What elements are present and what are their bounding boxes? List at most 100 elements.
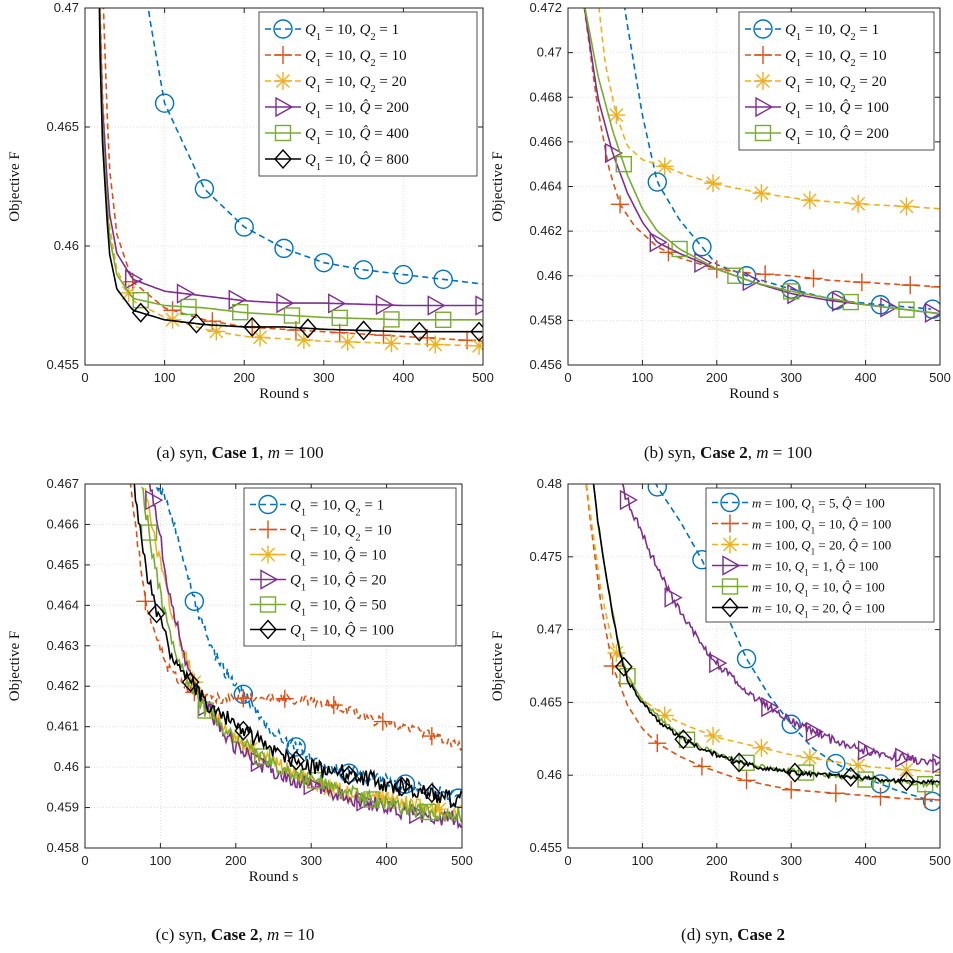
y-tick-label: 0.47 — [54, 0, 79, 15]
data-point-marker — [375, 294, 394, 316]
legend-label: Q1 = 10, Q̂ = 200 — [305, 99, 409, 120]
x-tick-label: 500 — [929, 853, 951, 868]
data-point-marker — [363, 791, 380, 808]
data-point-marker — [353, 260, 374, 280]
chart-panel-2: 0 100 200 300 400 500 0.456 0.458 0.46 0.462 0.464… — [490, 0, 951, 462]
legend-label: Q1 = 10, Q2 = 20 — [785, 74, 887, 95]
data-point-marker — [895, 747, 914, 768]
legend-marker — [721, 597, 739, 618]
data-point-marker — [692, 757, 711, 776]
legend-marker — [753, 19, 773, 39]
x-tick-label: 500 — [472, 370, 494, 385]
legend-label: m = 100, Q1 = 20, Q̂ = 100 — [752, 538, 891, 557]
y-tick-label: 0.463 — [46, 638, 79, 653]
data-point-marker — [430, 800, 449, 819]
data-point-marker — [234, 217, 254, 237]
legend-marker — [259, 520, 277, 539]
panel-caption: (a) syn, Case 1, m = 100 — [156, 443, 323, 462]
legend-marker — [754, 46, 772, 64]
data-point-marker — [253, 748, 271, 765]
data-point-marker — [232, 303, 249, 321]
legend-marker — [721, 514, 739, 533]
data-point-marker — [804, 269, 823, 288]
data-point-marker — [730, 752, 749, 773]
legend-marker — [259, 619, 277, 640]
data-point-marker — [752, 738, 771, 757]
y-tick-label: 0.48 — [537, 476, 562, 491]
data-point-marker — [857, 771, 874, 788]
data-point-marker — [692, 237, 712, 257]
data-point-marker — [841, 766, 860, 788]
y-tick-label: 0.46 — [537, 268, 562, 283]
data-point-marker — [826, 753, 846, 774]
legend: m = 100, Q1 = 5, Q̂ = 100 m = 100, Q1 = 1… — [705, 487, 935, 623]
x-tick-label: 0 — [564, 853, 571, 868]
data-point-marker — [897, 760, 916, 779]
data-point-marker — [427, 295, 446, 316]
x-tick-label: 200 — [706, 853, 728, 868]
data-point-marker — [603, 657, 622, 675]
legend-label: Q1 = 10, Q2 = 10 — [785, 48, 887, 69]
x-tick-label: 200 — [225, 853, 247, 868]
data-point-marker — [607, 106, 626, 125]
data-point-marker — [187, 313, 206, 334]
legend-marker — [722, 555, 741, 576]
y-tick-label: 0.47 — [537, 622, 562, 637]
data-point-marker — [382, 334, 401, 353]
data-point-marker — [736, 649, 757, 669]
data-point-marker — [154, 93, 175, 113]
data-point-marker — [274, 238, 294, 259]
data-point-marker — [131, 302, 150, 323]
x-axis-label: Round s — [729, 386, 779, 402]
data-point-marker — [647, 172, 667, 192]
legend: Q1 = 10, Q2 = 1 Q1 = 10, Q2 = 10 Q1 = 10, … — [243, 487, 457, 647]
data-point-marker — [674, 729, 693, 750]
x-axis-label: Round s — [259, 386, 309, 402]
legend-marker — [259, 545, 277, 564]
legend-label: Q1 = 10, Q̂ = 50 — [290, 597, 386, 618]
legend-marker — [754, 72, 772, 90]
legend-marker — [275, 96, 294, 118]
data-point-marker — [694, 252, 713, 274]
x-axis-label: Round s — [729, 869, 779, 885]
data-point-marker — [924, 302, 940, 323]
x-tick-label: 300 — [780, 370, 802, 385]
y-tick-label: 0.459 — [46, 800, 79, 815]
legend-label: Q1 = 10, Q2 = 1 — [785, 22, 879, 43]
series-line-4 — [99, 8, 483, 307]
legend-label: Q1 = 10, Q̂ = 100 — [290, 622, 394, 643]
data-point-marker — [194, 179, 215, 199]
data-point-marker — [176, 283, 195, 304]
data-point-marker — [901, 276, 920, 295]
series-group — [98, 8, 483, 355]
y-tick-label: 0.464 — [46, 597, 79, 612]
y-tick-label: 0.46 — [54, 238, 79, 253]
data-point-marker — [125, 269, 144, 290]
data-point-marker — [880, 297, 899, 318]
data-point-marker — [243, 316, 262, 337]
data-point-marker — [373, 789, 392, 808]
data-point-marker — [147, 603, 166, 624]
y-tick-label: 0.462 — [529, 223, 562, 238]
legend-marker — [755, 96, 774, 118]
data-point-marker — [283, 307, 301, 324]
data-point-marker — [931, 277, 940, 296]
data-point-marker — [331, 309, 348, 327]
legend-label: m = 100, Q1 = 10, Q̂ = 100 — [752, 517, 891, 536]
data-point-marker — [831, 291, 850, 312]
y-tick-label: 0.466 — [46, 516, 79, 531]
y-axis-label: Objective F — [490, 151, 506, 221]
data-point-marker — [286, 737, 306, 757]
data-point-marker — [251, 328, 270, 347]
legend-label: Q1 = 10, Q̂ = 20 — [290, 572, 386, 593]
data-point-marker — [857, 740, 877, 761]
data-point-marker — [422, 727, 441, 746]
data-point-marker — [897, 197, 916, 216]
data-point-marker — [604, 142, 624, 164]
legend-marker — [260, 569, 279, 590]
data-point-marker — [761, 696, 780, 718]
data-point-marker — [475, 295, 483, 316]
x-tick-label: 100 — [154, 370, 176, 385]
y-tick-label: 0.472 — [529, 0, 562, 15]
panel-caption: (c) syn, Case 2, m = 10 — [156, 925, 315, 944]
